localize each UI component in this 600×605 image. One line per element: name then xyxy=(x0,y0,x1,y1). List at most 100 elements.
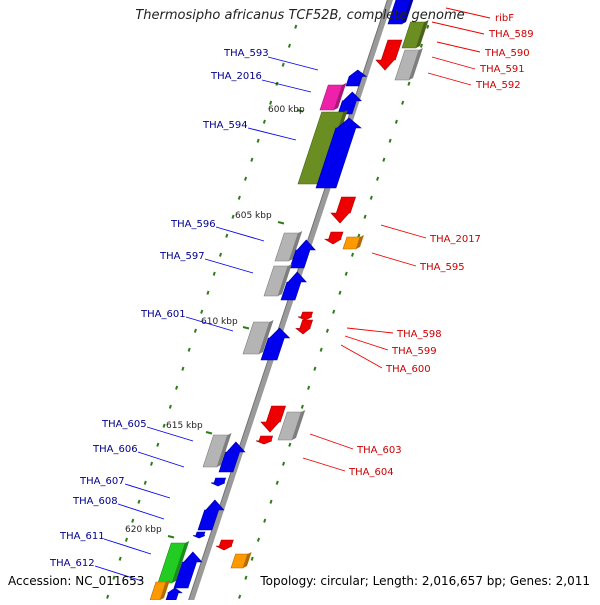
track-dash xyxy=(382,157,386,162)
gene-orange xyxy=(230,552,252,569)
track-dash xyxy=(269,499,273,504)
kbp-tick-label: 620 kbp xyxy=(125,525,162,535)
left-label-leader xyxy=(185,316,234,332)
left-outer-track xyxy=(106,24,298,599)
right-label-leader xyxy=(445,7,491,19)
gene-side xyxy=(402,0,414,24)
gene-body xyxy=(345,69,368,87)
track-dash xyxy=(388,138,392,143)
gene-red xyxy=(295,319,314,335)
track-dash xyxy=(281,461,286,466)
right-gene-label: THA_592 xyxy=(475,80,521,91)
gene-side xyxy=(160,580,170,600)
track-dash xyxy=(250,157,254,162)
left-label-leader xyxy=(247,127,297,141)
track-dash xyxy=(401,100,405,105)
right-label-leader xyxy=(346,327,394,334)
right-label-leader xyxy=(340,344,383,369)
genome-summary-text: Topology: circular; Length: 2,016,657 bp… xyxy=(260,574,590,588)
gene-side xyxy=(356,235,364,249)
track-dash xyxy=(149,461,154,466)
track-dash xyxy=(206,290,210,295)
gene-blue-small xyxy=(192,531,206,539)
gene-magenta xyxy=(319,83,347,111)
left-label-leader xyxy=(215,226,265,242)
track-dash xyxy=(350,252,355,257)
kbp-tick-mark xyxy=(277,221,285,225)
gene-green xyxy=(157,541,190,584)
gene-blue xyxy=(218,441,246,473)
track-dash xyxy=(162,423,166,428)
left-gene-label: THA_596 xyxy=(170,219,216,230)
gene-side xyxy=(334,83,347,110)
right-gene-label: THA_603 xyxy=(356,445,402,456)
track-dash xyxy=(237,195,241,200)
track-dash xyxy=(338,290,342,295)
left-gene-label: THA_607 xyxy=(79,476,125,487)
track-dash xyxy=(244,176,248,181)
gene-body xyxy=(215,539,234,551)
right-gene-label: THA_600 xyxy=(385,364,431,375)
track-dash xyxy=(394,119,398,124)
track-dash xyxy=(307,385,311,390)
gene-body xyxy=(330,196,356,224)
gene-grey xyxy=(274,231,303,262)
track-dash xyxy=(275,480,279,485)
gene-red xyxy=(297,311,314,321)
track-dash xyxy=(231,214,235,219)
gene-grey xyxy=(394,48,423,81)
left-gene-label: THA_601 xyxy=(140,309,186,320)
gene-body xyxy=(280,271,307,301)
gene-body xyxy=(173,551,203,589)
kbp-tick-mark xyxy=(167,535,175,539)
gene-grey xyxy=(202,433,232,468)
gene-side xyxy=(259,320,274,354)
gene-body xyxy=(210,477,227,487)
track-dash xyxy=(238,594,242,599)
kbp-tick-label: 615 kbp xyxy=(166,421,203,431)
gene-red xyxy=(330,196,356,224)
track-dash xyxy=(313,366,317,371)
kbp-tick-mark xyxy=(296,109,304,113)
track-dash xyxy=(287,43,292,48)
gene-side xyxy=(217,433,232,467)
track-dash xyxy=(376,176,380,181)
gene-blue-small xyxy=(210,477,227,487)
gene-blue xyxy=(197,499,225,531)
gene-body xyxy=(289,239,316,269)
left-gene-label: THA_608 xyxy=(72,496,118,507)
left-label-leader xyxy=(94,565,143,582)
track-dash xyxy=(168,404,172,409)
right-label-leader xyxy=(302,457,346,472)
kbp-tick-mark xyxy=(205,431,213,435)
gene-body xyxy=(192,531,206,539)
gene-blue xyxy=(387,0,414,25)
right-label-leader xyxy=(380,224,427,239)
kbp-tick-label: 605 kbp xyxy=(235,211,272,221)
gene-side xyxy=(278,264,292,296)
track-dash xyxy=(143,480,147,485)
track-dash xyxy=(106,594,110,599)
right-label-leader xyxy=(431,56,476,70)
track-dash xyxy=(131,518,135,523)
track-dash xyxy=(256,138,260,143)
gene-red xyxy=(375,39,403,71)
right-label-leader xyxy=(431,21,485,35)
track-dash xyxy=(319,347,323,352)
gene-side xyxy=(289,231,303,261)
gene-body xyxy=(295,319,314,335)
gene-body xyxy=(375,39,403,71)
track-dash xyxy=(175,385,179,390)
track-dash xyxy=(407,81,411,86)
gene-blue xyxy=(289,239,316,269)
track-dash xyxy=(332,309,336,314)
track-dash xyxy=(200,309,204,314)
right-gene-label: THA_604 xyxy=(348,467,394,478)
gene-body xyxy=(323,231,344,245)
track-dash xyxy=(363,214,367,219)
gene-body xyxy=(197,499,225,531)
right-gene-label: THA_598 xyxy=(396,329,442,340)
gene-body xyxy=(297,311,314,321)
track-dash xyxy=(344,271,348,276)
left-gene-label: THA_611 xyxy=(59,531,105,542)
